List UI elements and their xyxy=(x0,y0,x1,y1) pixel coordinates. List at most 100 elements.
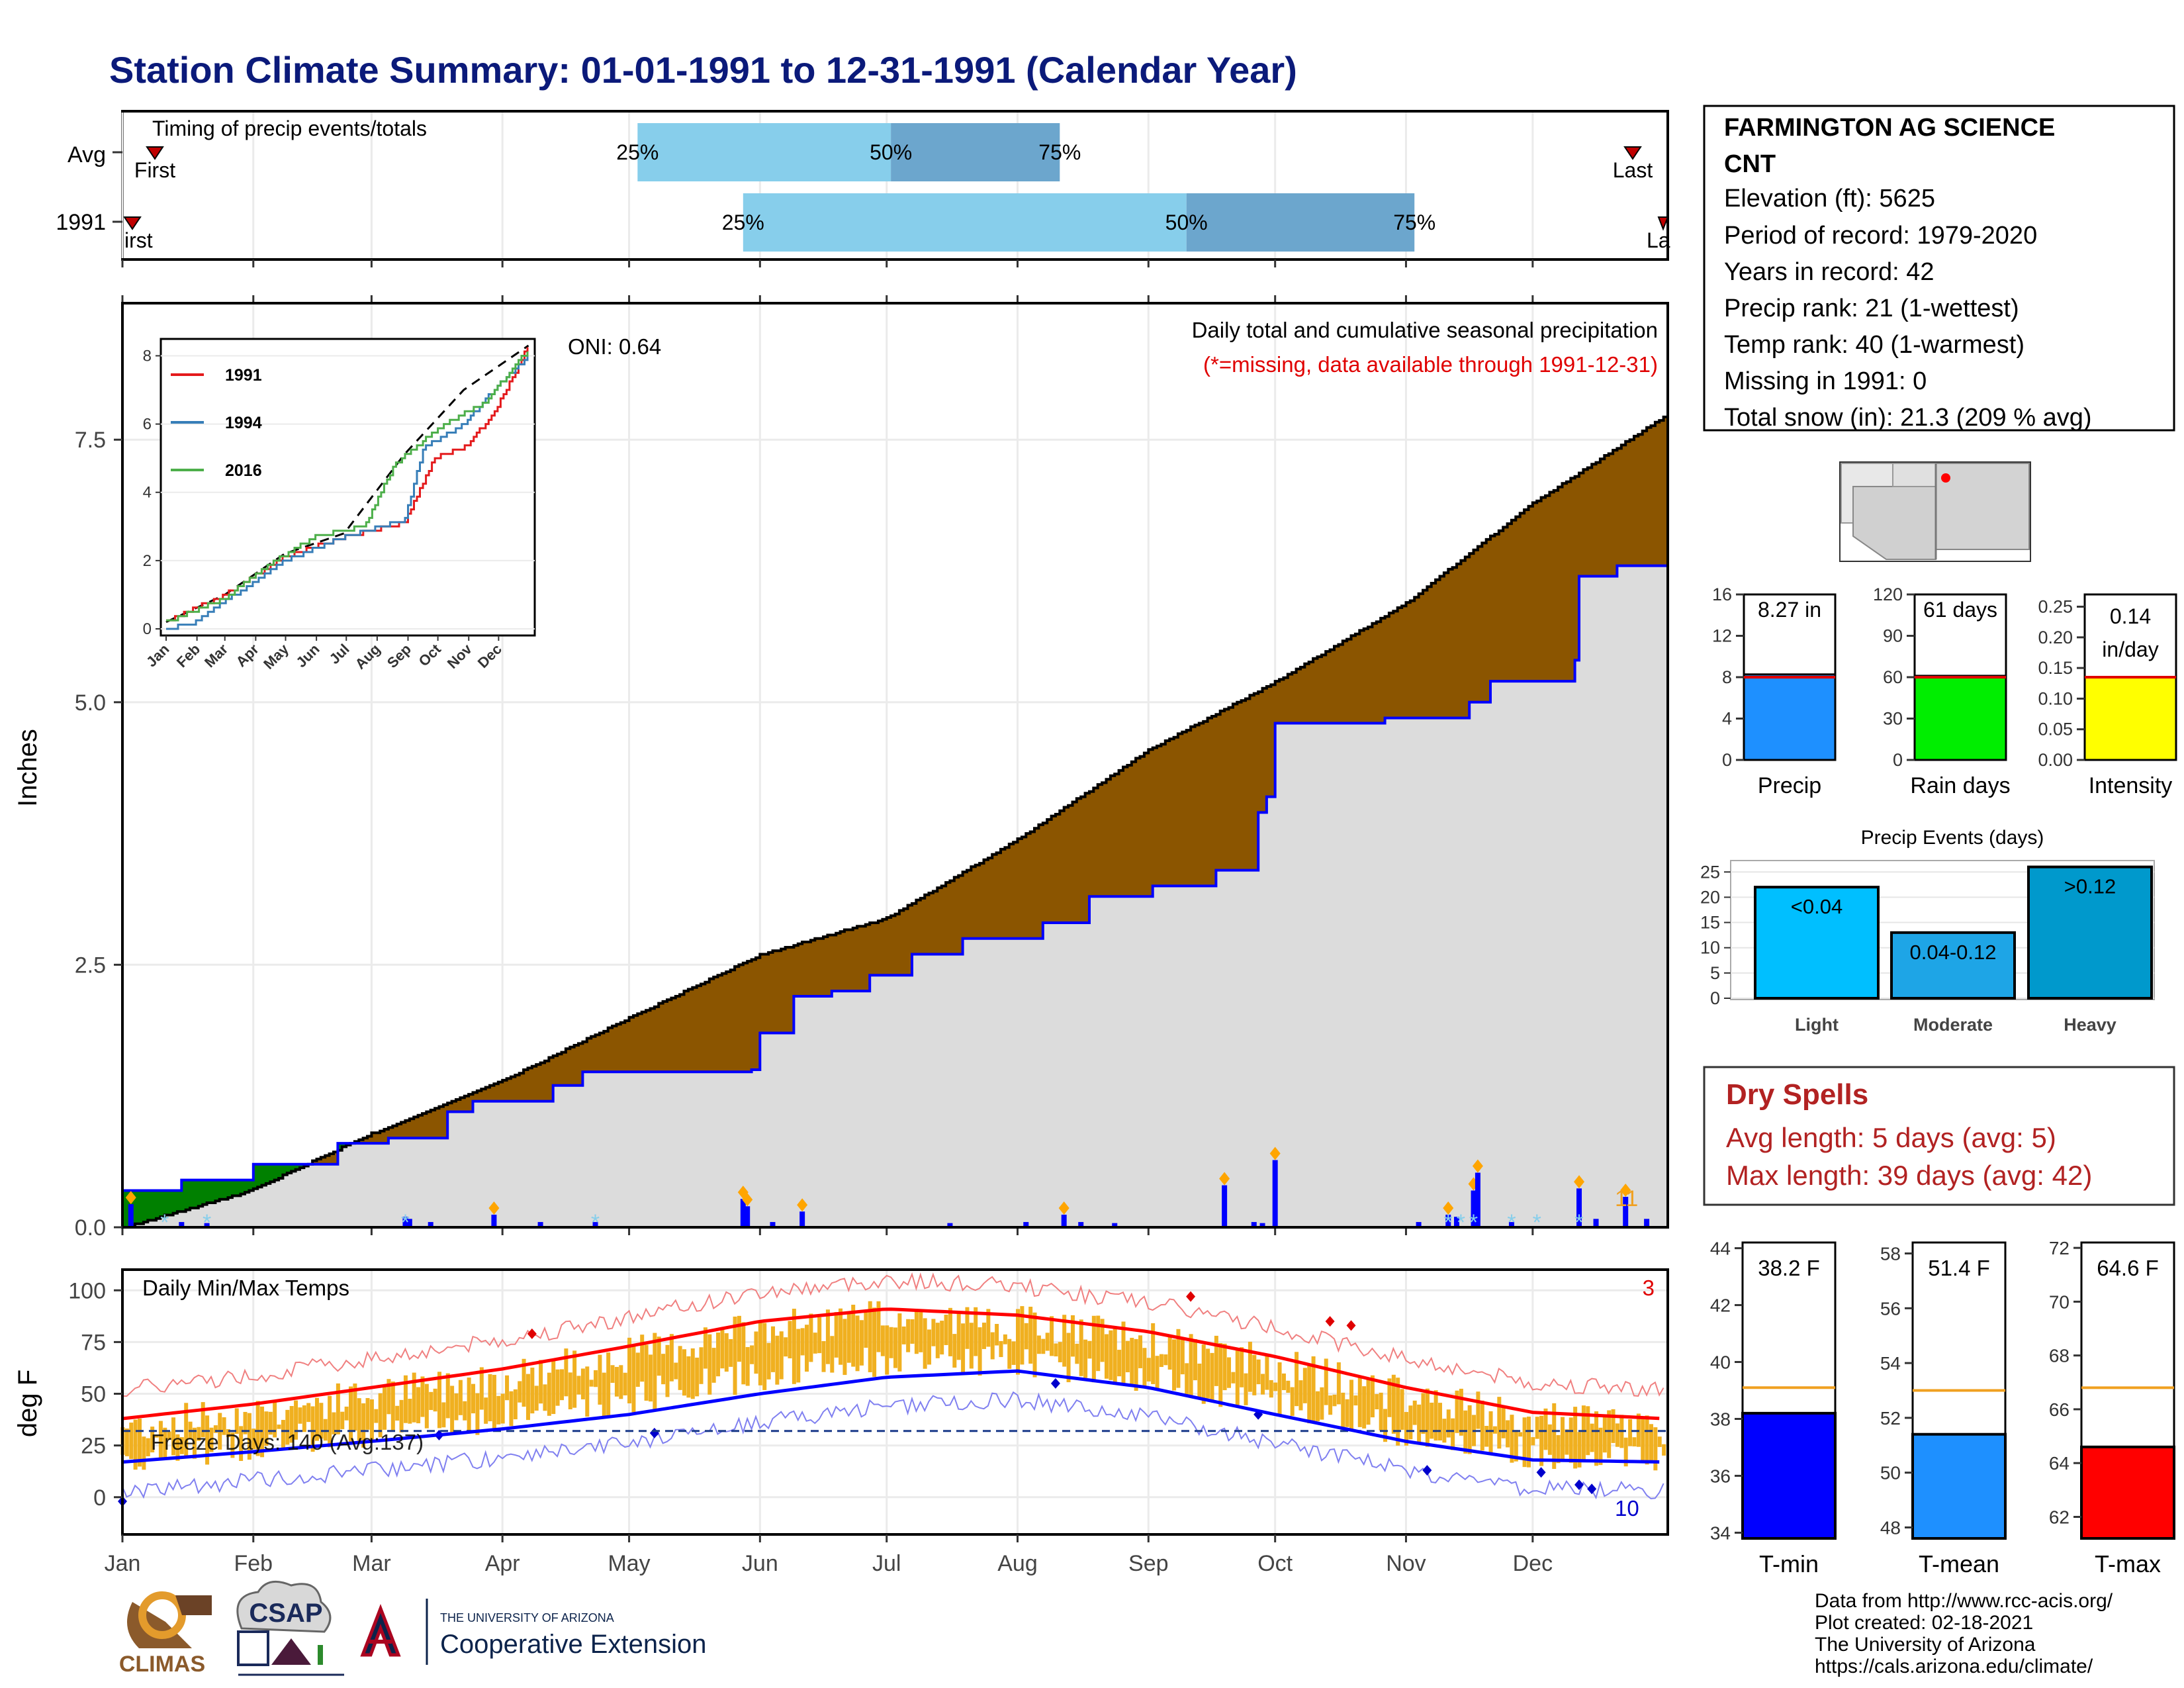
daily-temp-bar xyxy=(1218,1343,1223,1407)
daily-temp-bar xyxy=(640,1335,645,1382)
1991-first-marker xyxy=(123,216,142,230)
temp-count-bottom: 10 xyxy=(1615,1496,1639,1521)
daily-temp-bar xyxy=(914,1311,919,1354)
daily-temp-bar xyxy=(1193,1338,1197,1381)
daily-temp-bar xyxy=(1590,1423,1594,1452)
daily-temp-bar xyxy=(513,1389,518,1420)
heavy-event-marker xyxy=(125,1191,136,1205)
daily-temp-bar xyxy=(1256,1359,1261,1385)
daily-temp-bar xyxy=(1547,1424,1552,1455)
station-snow: Total snow (in): 21.3 (209 % avg) xyxy=(1724,404,2092,432)
daily-temp-bar xyxy=(1522,1417,1527,1468)
station-temp-rank: Temp rank: 40 (1-warmest) xyxy=(1724,331,2025,359)
daily-temp-bar xyxy=(864,1310,868,1348)
daily-temp-bar xyxy=(842,1319,847,1376)
daily-temp-bar xyxy=(1328,1395,1333,1415)
daily-temp-bar xyxy=(1375,1393,1379,1409)
daily-temp-bar xyxy=(171,1417,176,1456)
daily-temp-bar xyxy=(1404,1412,1408,1446)
daily-temp-bar xyxy=(1569,1417,1573,1463)
daily-temp-bar xyxy=(142,1436,146,1470)
events-tick-label: 10 xyxy=(1700,938,1720,958)
daily-temp-bar xyxy=(154,1435,159,1438)
daily-precip-bar xyxy=(1416,1222,1422,1227)
daily-temp-bar xyxy=(1210,1352,1214,1403)
daily-temp-bar xyxy=(631,1346,636,1413)
daily-temp-bar xyxy=(365,1397,370,1430)
daily-temp-bar xyxy=(1087,1340,1092,1359)
daily-temp-bar xyxy=(1240,1347,1244,1387)
daily-temp-bar xyxy=(910,1319,915,1344)
daily-temp-bar xyxy=(1336,1362,1341,1405)
daily-temp-bar xyxy=(623,1372,627,1395)
daily-temp-bar xyxy=(319,1403,324,1439)
daily-temp-bar xyxy=(897,1313,902,1372)
precip-ytick-label: 5.0 xyxy=(75,690,106,716)
daily-temp-bar xyxy=(1598,1427,1603,1466)
daily-temp-bar xyxy=(733,1316,737,1395)
daily-precip-bar xyxy=(947,1223,953,1227)
month-label: Jan xyxy=(105,1551,141,1576)
daily-temp-bar xyxy=(1214,1335,1218,1386)
daily-temp-bar xyxy=(657,1336,661,1376)
daily-precip-bar xyxy=(1593,1219,1599,1227)
daily-temp-bar xyxy=(138,1419,142,1467)
daily-temp-bar xyxy=(1641,1416,1645,1462)
freeze-days-label: Freeze Days: 140 (Avg:137) xyxy=(151,1430,424,1454)
daily-temp-bar xyxy=(1362,1386,1367,1429)
station-location-dot xyxy=(1941,473,1950,483)
daily-temp-bar xyxy=(1155,1356,1160,1389)
daily-temp-bar xyxy=(619,1365,623,1399)
daily-precip-bar xyxy=(406,1219,412,1227)
station-precip-rank: Precip rank: 21 (1-wettest) xyxy=(1724,295,2019,322)
record-temp-marker xyxy=(1346,1320,1356,1331)
daily-temp-bar xyxy=(1543,1408,1548,1450)
daily-temp-bar xyxy=(268,1411,273,1435)
precip-ylabel: Inches xyxy=(13,729,42,807)
temp-summary-tick-label: 36 xyxy=(1710,1466,1731,1486)
daily-temp-bar xyxy=(530,1367,535,1414)
daily-temp-bar xyxy=(627,1337,632,1404)
daily-temp-bar xyxy=(589,1380,594,1387)
mini-bar-name: Intensity xyxy=(2089,773,2173,798)
daily-temp-bar xyxy=(213,1425,218,1433)
daily-temp-bar xyxy=(285,1409,290,1445)
daily-temp-bar xyxy=(1261,1374,1265,1395)
daily-temp-bar xyxy=(813,1333,817,1354)
daily-temp-bar xyxy=(471,1383,476,1414)
daily-temp-bar xyxy=(1298,1380,1303,1411)
daily-temp-bar xyxy=(395,1405,400,1421)
inset-ytick-label: 4 xyxy=(143,484,152,502)
daily-precip-bars xyxy=(125,1147,1650,1227)
daily-temp-bar xyxy=(990,1332,995,1360)
daily-temp-bar xyxy=(1201,1344,1206,1404)
temp-summary-name: T-mean xyxy=(1919,1550,1999,1577)
daily-temp-bar xyxy=(1615,1423,1619,1447)
daily-temp-bar xyxy=(433,1388,437,1412)
daily-temp-bar xyxy=(1180,1339,1185,1375)
precip-events-panel: Precip Events (days) 0 5 10 15 20 25 <0.04 Ligh… xyxy=(1700,827,2155,1035)
daily-temp-bar xyxy=(408,1399,412,1424)
daily-temp-bar xyxy=(264,1411,269,1446)
heavy-event-marker xyxy=(1219,1172,1230,1186)
daily-temp-bar xyxy=(1320,1387,1324,1420)
daily-temp-bar xyxy=(1290,1387,1295,1416)
daily-precip-bar xyxy=(1445,1214,1451,1227)
temp-summary-tick-label: 56 xyxy=(1880,1298,1901,1319)
daily-temp-bar xyxy=(129,1423,134,1460)
daily-temp-bar xyxy=(784,1337,788,1357)
daily-precip-bar xyxy=(740,1199,746,1227)
mini-bar-name: Precip xyxy=(1758,773,1821,798)
daily-temp-bar xyxy=(163,1427,167,1458)
daily-temp-bar xyxy=(302,1405,306,1432)
daily-precip-bar xyxy=(1454,1217,1460,1227)
csap-text: CSAP xyxy=(249,1599,322,1628)
daily-temp-bar xyxy=(222,1417,226,1435)
daily-temp-bar xyxy=(1451,1418,1455,1450)
daily-temp-bar xyxy=(720,1329,725,1369)
daily-temp-bar xyxy=(699,1347,704,1384)
daily-precip-bar xyxy=(799,1211,805,1227)
temp-ytick-label: 25 xyxy=(81,1434,106,1459)
daily-temp-bar xyxy=(251,1429,256,1450)
